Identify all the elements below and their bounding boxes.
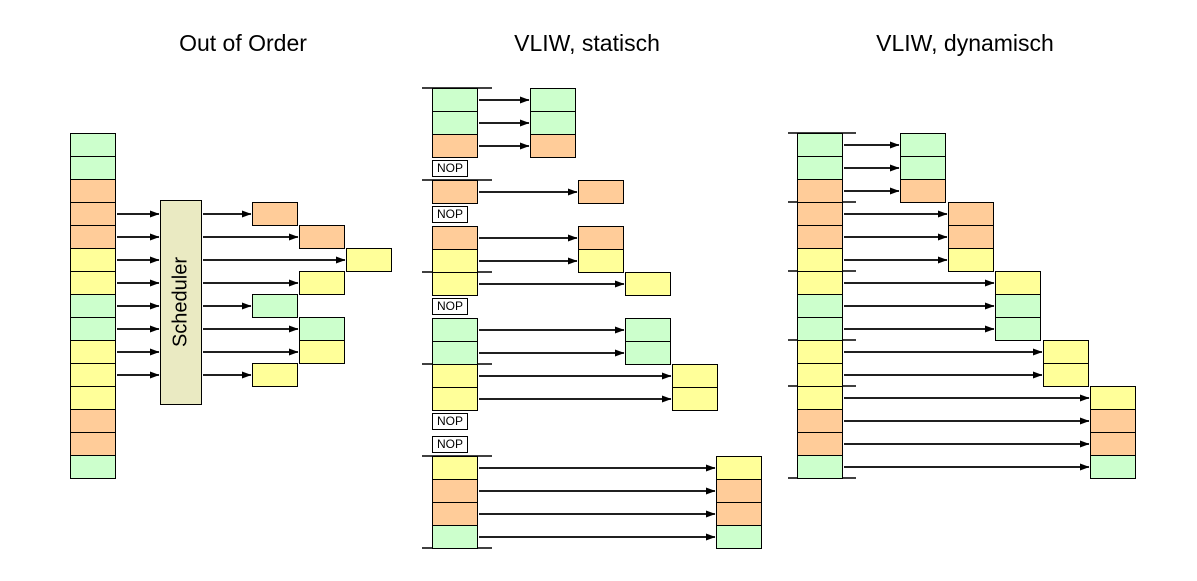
execution-cell xyxy=(299,317,345,341)
instruction-cell xyxy=(797,202,843,226)
instruction-cell xyxy=(70,386,116,410)
execution-cell xyxy=(995,271,1041,295)
instruction-cell xyxy=(70,455,116,479)
instruction-cell xyxy=(432,180,478,204)
execution-cell xyxy=(530,111,576,135)
execution-cell xyxy=(299,340,345,364)
instruction-cell xyxy=(797,340,843,364)
instruction-cell xyxy=(432,341,478,365)
instruction-cell xyxy=(797,432,843,456)
instruction-cell xyxy=(70,179,116,203)
instruction-cell xyxy=(432,456,478,480)
instruction-cell xyxy=(70,248,116,272)
instruction-cell xyxy=(70,225,116,249)
instruction-cell xyxy=(797,317,843,341)
execution-cell xyxy=(948,248,994,272)
instruction-cell xyxy=(432,249,478,273)
nop-cell: NOP xyxy=(432,413,468,430)
instruction-cell xyxy=(432,479,478,503)
instruction-cell xyxy=(797,386,843,410)
nop-cell: NOP xyxy=(432,160,468,177)
execution-cell xyxy=(252,294,298,318)
execution-cell xyxy=(672,387,718,411)
execution-cell xyxy=(948,225,994,249)
execution-cell xyxy=(900,156,946,180)
scheduler-box xyxy=(160,200,202,405)
instruction-cell xyxy=(70,156,116,180)
instruction-cell xyxy=(432,134,478,158)
instruction-cell xyxy=(797,179,843,203)
execution-cell xyxy=(716,502,762,526)
instruction-cell xyxy=(432,318,478,342)
instruction-cell xyxy=(432,502,478,526)
execution-cell xyxy=(625,272,671,296)
nop-cell: NOP xyxy=(432,298,468,315)
execution-cell xyxy=(578,249,624,273)
instruction-cell xyxy=(70,133,116,157)
execution-cell xyxy=(625,318,671,342)
instruction-cell xyxy=(797,294,843,318)
instruction-cell xyxy=(797,248,843,272)
execution-cell xyxy=(346,248,392,272)
panel-title-vliw-dynamic: VLIW, dynamisch xyxy=(876,30,1054,56)
instruction-cell xyxy=(70,202,116,226)
execution-cell xyxy=(716,525,762,549)
execution-cell xyxy=(252,363,298,387)
execution-cell xyxy=(1090,432,1136,456)
instruction-cell xyxy=(70,294,116,318)
instruction-cell xyxy=(70,271,116,295)
execution-cell xyxy=(625,341,671,365)
nop-cell: NOP xyxy=(432,436,468,453)
instruction-cell xyxy=(797,455,843,479)
instruction-cell xyxy=(70,363,116,387)
instruction-cell xyxy=(432,387,478,411)
instruction-cell xyxy=(797,156,843,180)
nop-cell: NOP xyxy=(432,206,468,223)
execution-cell xyxy=(578,180,624,204)
instruction-cell xyxy=(432,364,478,388)
execution-cell xyxy=(530,88,576,112)
execution-cell xyxy=(672,364,718,388)
execution-cell xyxy=(716,456,762,480)
execution-cell xyxy=(716,479,762,503)
panel-title-out-of-order: Out of Order xyxy=(179,30,307,56)
execution-cell xyxy=(995,294,1041,318)
instruction-cell xyxy=(797,271,843,295)
instruction-cell xyxy=(432,111,478,135)
instruction-cell xyxy=(797,409,843,433)
execution-cell xyxy=(900,133,946,157)
execution-cell xyxy=(1043,363,1089,387)
execution-cell xyxy=(530,134,576,158)
execution-cell xyxy=(900,179,946,203)
instruction-cell xyxy=(432,525,478,549)
instruction-cell xyxy=(70,409,116,433)
instruction-cell xyxy=(70,432,116,456)
panel-title-vliw-static: VLIW, statisch xyxy=(514,30,660,56)
execution-cell xyxy=(948,202,994,226)
execution-cell xyxy=(299,225,345,249)
execution-cell xyxy=(578,226,624,250)
instruction-cell xyxy=(70,340,116,364)
instruction-cell xyxy=(797,225,843,249)
instruction-cell xyxy=(432,272,478,296)
execution-cell xyxy=(252,202,298,226)
instruction-cell xyxy=(432,88,478,112)
execution-cell xyxy=(1090,409,1136,433)
instruction-cell xyxy=(797,363,843,387)
execution-cell xyxy=(1090,386,1136,410)
execution-cell xyxy=(299,271,345,295)
instruction-cell xyxy=(432,226,478,250)
execution-cell xyxy=(1090,455,1136,479)
execution-cell xyxy=(995,317,1041,341)
instruction-cell xyxy=(70,317,116,341)
execution-cell xyxy=(1043,340,1089,364)
instruction-cell xyxy=(797,133,843,157)
